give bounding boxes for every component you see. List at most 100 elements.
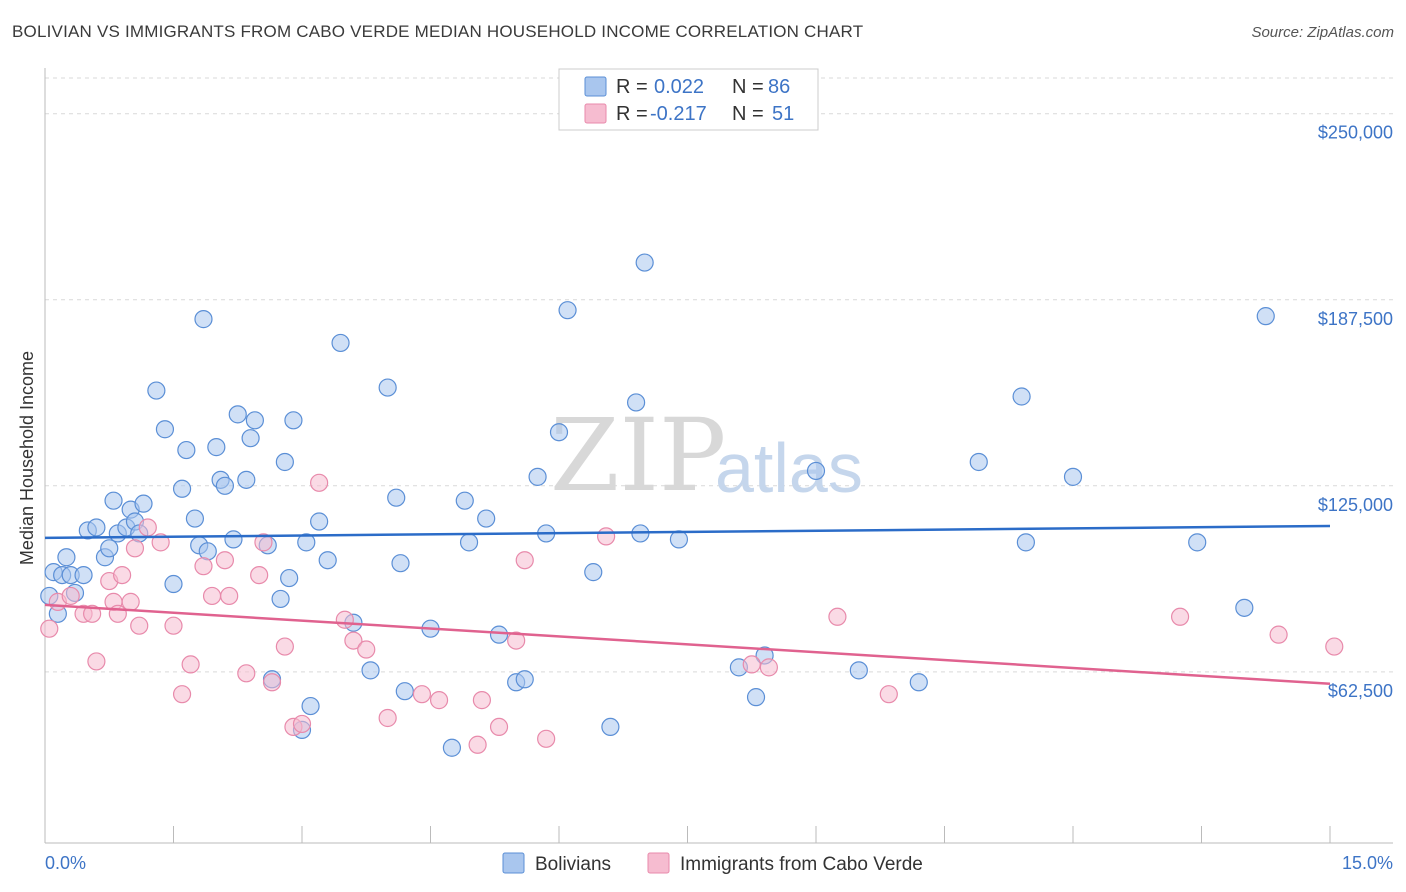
trend-layer — [44, 524, 1331, 685]
point-cabo-verde — [112, 566, 132, 585]
point-bolivians — [515, 670, 534, 689]
point-bolivians — [669, 530, 689, 549]
point-bolivians — [746, 688, 766, 707]
point-cabo-verde — [138, 518, 157, 537]
point-bolivians — [1016, 533, 1035, 552]
point-bolivians — [147, 381, 166, 400]
legend-r-label-2: R = — [616, 103, 648, 125]
legend-r-value-1: 0.022 — [654, 76, 704, 98]
labels-layer: Median Household Income $62,500 $125,000 $… — [17, 123, 1393, 873]
point-bolivians — [387, 488, 406, 507]
point-cabo-verde — [1269, 625, 1288, 644]
point-cabo-verde — [335, 610, 354, 629]
point-bolivians — [528, 467, 547, 486]
point-bolivians — [635, 253, 654, 272]
point-bolivians — [301, 696, 320, 716]
chart-source: Source: ZipAtlas.com — [1251, 24, 1394, 41]
point-cabo-verde — [412, 685, 432, 704]
point-cabo-verde — [378, 708, 397, 728]
point-bolivians — [489, 625, 509, 644]
legend-swatch-pink — [584, 103, 607, 124]
point-bolivians — [275, 452, 294, 472]
point-cabo-verde — [472, 691, 491, 710]
point-bolivians — [177, 440, 196, 460]
point-cabo-verde — [357, 640, 376, 659]
point-bolivians — [280, 568, 299, 588]
point-cabo-verde — [489, 717, 509, 737]
point-bolivians — [806, 461, 826, 481]
point-cabo-verde — [759, 658, 778, 677]
legend-swatch-blue — [584, 76, 607, 97]
point-cabo-verde — [507, 631, 526, 650]
point-cabo-verde — [40, 619, 59, 638]
y-tick-label: $187,500 — [1318, 309, 1393, 329]
point-bolivians — [1063, 467, 1083, 486]
point-cabo-verde — [515, 551, 534, 570]
points-layer — [40, 253, 1344, 757]
point-bolivians — [549, 423, 569, 442]
point-cabo-verde — [121, 592, 140, 611]
point-cabo-verde — [537, 729, 556, 748]
point-bolivians — [237, 470, 256, 489]
chart-title: BOLIVIAN VS IMMIGRANTS FROM CABO VERDE M… — [12, 22, 864, 41]
point-bolivians — [57, 548, 76, 567]
point-cabo-verde — [220, 586, 239, 606]
point-bolivians — [224, 530, 243, 549]
y-tick-label: $250,000 — [1318, 123, 1393, 143]
point-cabo-verde — [61, 586, 80, 606]
point-cabo-verde — [215, 551, 234, 570]
point-bolivians — [228, 405, 247, 424]
point-cabo-verde — [742, 655, 761, 674]
y-axis-label: Median Household Income — [17, 351, 37, 565]
point-bolivians — [318, 551, 337, 570]
point-cabo-verde — [87, 652, 106, 671]
point-bolivians — [74, 566, 93, 585]
point-bolivians — [459, 533, 479, 552]
grid-layer — [45, 77, 1393, 673]
point-cabo-verde — [1170, 607, 1190, 626]
point-cabo-verde — [125, 539, 145, 558]
point-bolivians — [185, 509, 205, 528]
y-tick-label: $125,000 — [1318, 495, 1393, 515]
bottom-legend-label-cabo-verde: Immigrants from Cabo Verde — [680, 854, 923, 875]
point-bolivians — [849, 661, 868, 680]
point-bolivians — [558, 301, 577, 320]
point-bolivians — [601, 717, 620, 737]
point-cabo-verde — [275, 637, 294, 656]
point-bolivians — [584, 563, 603, 582]
point-bolivians — [626, 393, 646, 412]
point-bolivians — [391, 554, 410, 573]
x-tick-label-max: 15.0% — [1342, 853, 1393, 873]
point-cabo-verde — [250, 566, 269, 585]
trendline-cabo-verde — [44, 603, 1331, 685]
point-bolivians — [194, 310, 213, 329]
bottom-legend-label-bolivians: Bolivians — [535, 854, 611, 875]
watermark-zip: ZIP — [550, 397, 726, 514]
point-bolivians — [1188, 533, 1207, 552]
point-bolivians — [297, 533, 316, 552]
watermark: ZIP atlas — [550, 397, 863, 514]
point-bolivians — [1235, 598, 1254, 617]
point-bolivians — [134, 494, 153, 513]
point-bolivians — [164, 574, 183, 594]
point-cabo-verde — [429, 691, 449, 710]
point-cabo-verde — [130, 616, 149, 635]
top-legend: R = 0.022 N = 86 R = -0.217 N = 51 — [558, 68, 819, 131]
point-cabo-verde — [194, 557, 213, 576]
trendline-bolivians — [44, 524, 1331, 540]
point-bolivians — [477, 509, 496, 528]
point-cabo-verde — [344, 631, 363, 650]
legend-n-label-2: N = — [732, 103, 764, 125]
bottom-legend-swatch-bolivians — [502, 852, 525, 874]
y-tick-label: $62,500 — [1328, 681, 1393, 701]
point-cabo-verde — [1325, 637, 1344, 656]
point-cabo-verde — [310, 473, 329, 492]
point-bolivians — [455, 491, 474, 510]
point-cabo-verde — [879, 685, 898, 704]
point-cabo-verde — [83, 604, 102, 623]
point-cabo-verde — [828, 607, 847, 626]
point-bolivians — [241, 429, 260, 448]
point-bolivians — [909, 673, 928, 692]
point-cabo-verde — [262, 673, 282, 692]
